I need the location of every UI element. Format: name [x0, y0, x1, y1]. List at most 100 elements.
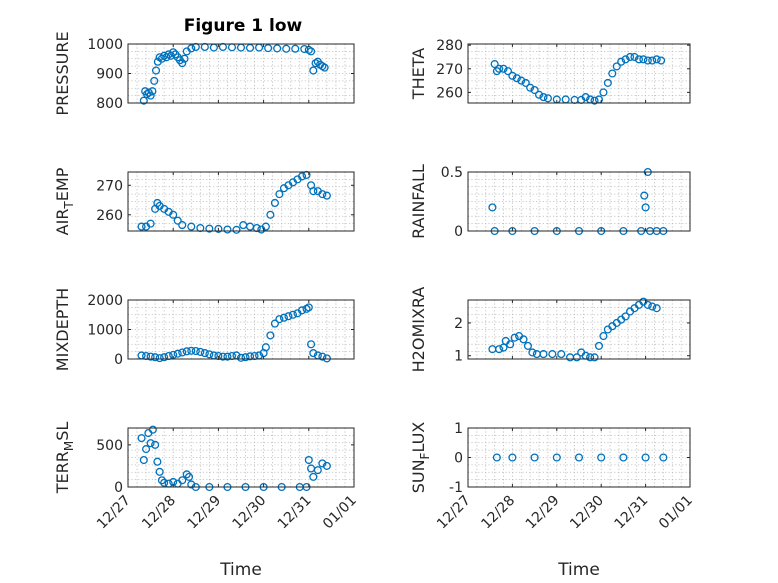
data-point [503, 67, 513, 76]
data-point [252, 224, 261, 233]
axes-frame [467, 171, 691, 232]
y-tick-label: 1000 [87, 37, 123, 53]
y-tick-label: 1 [454, 421, 463, 437]
data-point [164, 479, 173, 488]
y-tick-label: 800 [96, 96, 123, 112]
data-point [539, 93, 548, 102]
data-point [318, 459, 327, 468]
x-tick-label: 01/01 [656, 493, 696, 533]
data-point [510, 333, 519, 342]
data-point [539, 350, 548, 359]
x-tick-label: 12/30 [230, 493, 270, 533]
data-point [137, 434, 146, 443]
data-point [599, 88, 608, 97]
data-point [597, 453, 606, 462]
series-markers [492, 453, 668, 462]
y-tick-label: 0 [114, 480, 123, 496]
data-point [291, 44, 300, 53]
x-axis-label: Time [219, 560, 262, 580]
data-point [261, 222, 270, 231]
data-point [187, 346, 196, 355]
data-point [279, 313, 288, 322]
data-point [652, 55, 661, 64]
data-point [139, 455, 148, 465]
data-point [218, 42, 227, 51]
subplot-theta: 260 270 280 THETA [409, 38, 691, 105]
data-point [557, 350, 566, 359]
data-point [173, 349, 182, 358]
data-point [322, 191, 331, 200]
x-tick-label: 12/29 [184, 493, 224, 533]
data-point [142, 445, 151, 454]
data-point [187, 44, 196, 53]
data-point [151, 440, 160, 449]
series-markers [137, 425, 331, 492]
x-axis-label: Time [557, 560, 600, 580]
data-point [517, 76, 526, 85]
data-point [641, 453, 650, 462]
data-point [184, 472, 194, 481]
grid [467, 427, 691, 488]
data-point [309, 187, 318, 196]
grid [467, 43, 691, 104]
data-point [223, 225, 232, 234]
axes-frame [467, 427, 691, 488]
series-markers [490, 52, 666, 105]
grid [467, 171, 691, 232]
data-point [320, 63, 329, 72]
data-point [261, 343, 270, 352]
y-tick-label: 270 [96, 178, 123, 194]
axes-frame [467, 43, 691, 104]
x-tick-label: 12/28 [478, 493, 518, 533]
data-point [146, 439, 155, 448]
data-point [288, 310, 298, 319]
data-point [182, 470, 191, 479]
data-point [227, 43, 237, 52]
data-point [187, 480, 196, 489]
data-point [599, 332, 608, 341]
data-point [307, 47, 316, 56]
data-point [160, 478, 169, 487]
data-point [155, 354, 164, 363]
subplot-mixdepth: 0 1000 2000 MIXDEPTH [53, 288, 355, 371]
data-point [232, 225, 241, 234]
data-point [200, 42, 209, 51]
subplot-rainfall: 0 0.5 RAINFALL [409, 164, 691, 240]
data-point [304, 303, 313, 312]
data-point [528, 348, 537, 357]
y-axis-label: H2OMIXRA [409, 287, 428, 373]
x-tick-label: 01/01 [320, 493, 360, 533]
data-point [630, 52, 639, 62]
data-point [297, 306, 307, 315]
data-point [205, 350, 214, 359]
y-tick-label: 0 [114, 352, 123, 368]
y-tick-label: 1 [454, 349, 463, 365]
data-point [322, 354, 331, 363]
data-point [640, 191, 649, 200]
data-point [499, 64, 508, 73]
data-point [150, 76, 159, 85]
data-point [659, 453, 668, 462]
y-tick-label: 500 [96, 438, 123, 454]
y-axis-label: SUNFLUX [409, 422, 432, 494]
data-point [137, 222, 146, 231]
data-point [236, 353, 246, 362]
data-point [245, 43, 255, 52]
data-point [178, 221, 187, 230]
axes-frame [127, 427, 355, 488]
data-point [519, 335, 528, 344]
data-point [151, 353, 160, 362]
data-point [270, 319, 279, 328]
data-point [307, 340, 316, 349]
y-tick-label: 280 [436, 38, 463, 54]
data-point [200, 349, 209, 358]
data-point [530, 85, 539, 95]
data-point [273, 44, 282, 53]
y-tick-label: 0 [454, 224, 463, 240]
data-point [169, 48, 178, 57]
data-point [245, 352, 255, 361]
y-tick-label: 0.5 [441, 165, 463, 181]
data-point [318, 190, 327, 199]
data-point [634, 55, 643, 64]
